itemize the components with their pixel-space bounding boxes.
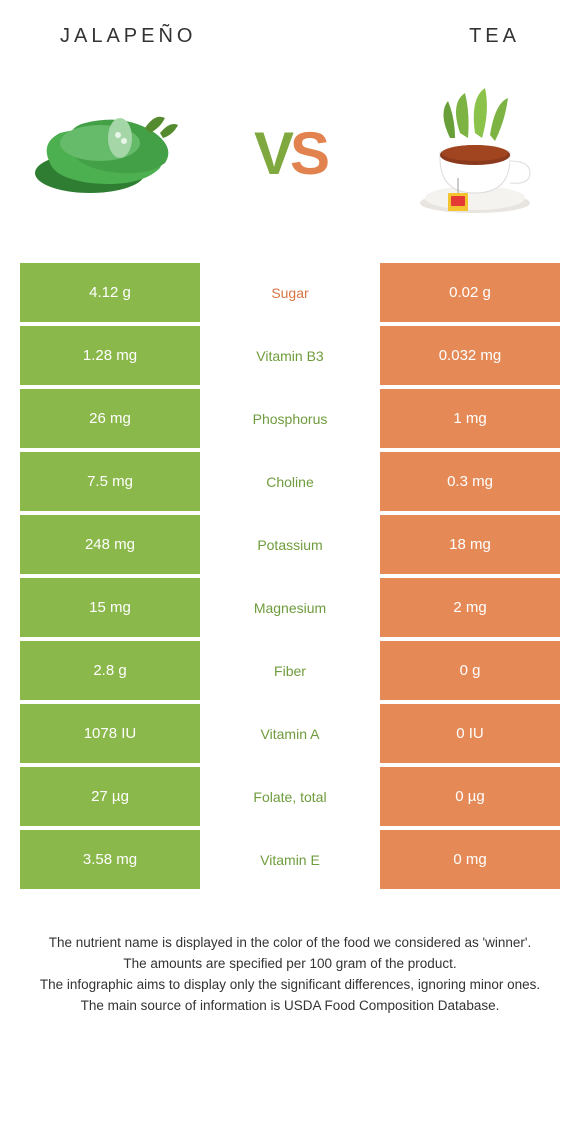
comparison-header: JALAPEÑO TEA [0, 0, 580, 63]
footer-notes: The nutrient name is displayed in the co… [0, 893, 580, 1017]
food-right-title: TEA [469, 25, 520, 48]
nutrient-row: 26 mgPhosphorus1 mg [20, 389, 560, 448]
nutrient-label: Choline [200, 452, 380, 511]
left-value: 1.28 mg [20, 326, 200, 385]
right-value: 2 mg [380, 578, 560, 637]
right-value: 0.02 g [380, 263, 560, 322]
nutrient-label: Sugar [200, 263, 380, 322]
jalapeno-image [30, 83, 190, 223]
left-value: 248 mg [20, 515, 200, 574]
nutrient-row: 1.28 mgVitamin B30.032 mg [20, 326, 560, 385]
nutrient-row: 1078 IUVitamin A0 IU [20, 704, 560, 763]
vs-label: VS [254, 119, 326, 188]
right-value: 18 mg [380, 515, 560, 574]
food-left-title: JALAPEÑO [60, 25, 196, 48]
nutrient-row: 2.8 gFiber0 g [20, 641, 560, 700]
nutrient-table: 4.12 gSugar0.02 g1.28 mgVitamin B30.032 … [0, 263, 580, 889]
footer-line-2: The amounts are specified per 100 gram o… [30, 954, 550, 975]
nutrient-label: Vitamin E [200, 830, 380, 889]
right-value: 1 mg [380, 389, 560, 448]
footer-line-3: The infographic aims to display only the… [30, 975, 550, 996]
nutrient-label: Vitamin B3 [200, 326, 380, 385]
right-value: 0.3 mg [380, 452, 560, 511]
right-value: 0 IU [380, 704, 560, 763]
right-value: 0 g [380, 641, 560, 700]
left-value: 3.58 mg [20, 830, 200, 889]
nutrient-row: 248 mgPotassium18 mg [20, 515, 560, 574]
left-value: 15 mg [20, 578, 200, 637]
left-value: 7.5 mg [20, 452, 200, 511]
vs-v-letter: V [254, 120, 290, 187]
comparison-images: VS [0, 63, 580, 263]
footer-line-4: The main source of information is USDA F… [30, 996, 550, 1017]
left-value: 1078 IU [20, 704, 200, 763]
left-value: 4.12 g [20, 263, 200, 322]
nutrient-label: Folate, total [200, 767, 380, 826]
left-value: 27 µg [20, 767, 200, 826]
nutrient-label: Phosphorus [200, 389, 380, 448]
footer-line-1: The nutrient name is displayed in the co… [30, 933, 550, 954]
nutrient-row: 3.58 mgVitamin E0 mg [20, 830, 560, 889]
right-value: 0 mg [380, 830, 560, 889]
nutrient-label: Potassium [200, 515, 380, 574]
nutrient-label: Magnesium [200, 578, 380, 637]
right-value: 0.032 mg [380, 326, 560, 385]
nutrient-row: 15 mgMagnesium2 mg [20, 578, 560, 637]
left-value: 26 mg [20, 389, 200, 448]
nutrient-label: Fiber [200, 641, 380, 700]
right-value: 0 µg [380, 767, 560, 826]
nutrient-row: 27 µgFolate, total0 µg [20, 767, 560, 826]
nutrient-row: 7.5 mgCholine0.3 mg [20, 452, 560, 511]
tea-image [390, 83, 550, 223]
nutrient-row: 4.12 gSugar0.02 g [20, 263, 560, 322]
nutrient-label: Vitamin A [200, 704, 380, 763]
vs-s-letter: S [290, 120, 326, 187]
left-value: 2.8 g [20, 641, 200, 700]
